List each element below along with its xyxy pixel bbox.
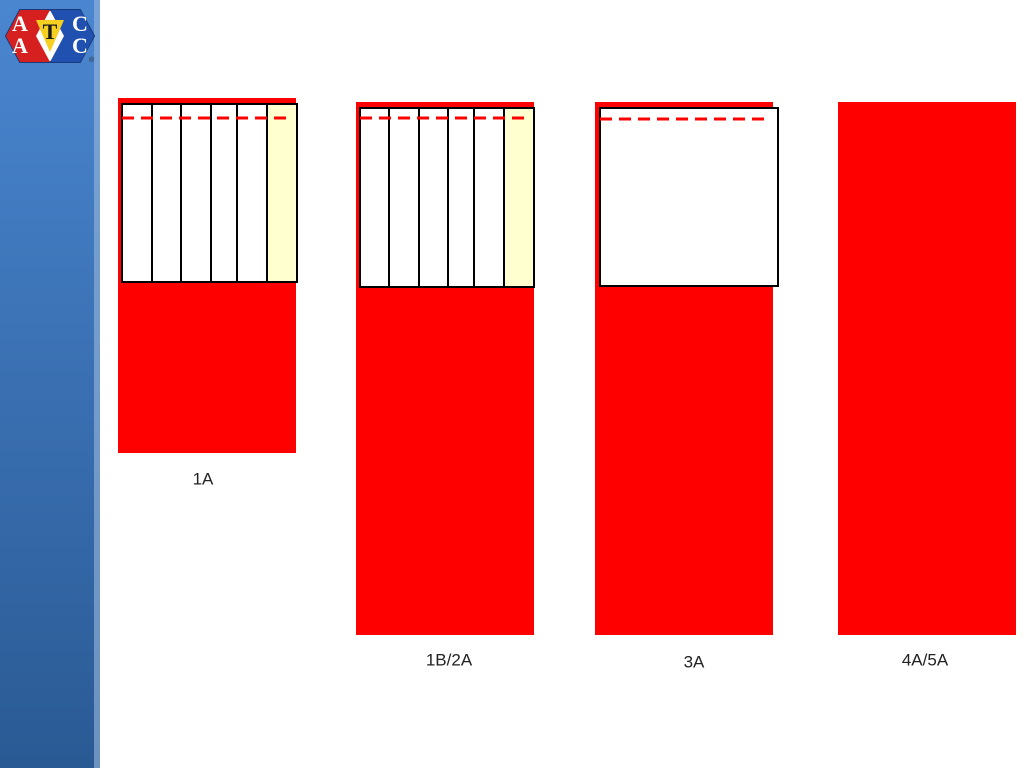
- panel-label: 1A: [193, 469, 214, 488]
- sidebar-edge: [94, 0, 100, 768]
- sidebar: [0, 0, 100, 768]
- registered-mark: ®: [89, 56, 95, 64]
- panel-1b-2a: 1B/2A: [356, 102, 535, 669]
- logo-letter: C: [72, 33, 88, 58]
- logo: A A T C C ®: [4, 9, 96, 64]
- panel-label: 1B/2A: [426, 650, 473, 669]
- logo-letter: C: [72, 11, 88, 36]
- panel-1a: 1A: [118, 98, 298, 488]
- panel-4a-5a: 4A/5A: [838, 102, 1016, 669]
- logo-letter: A: [12, 11, 28, 36]
- panel-3a: 3A: [595, 102, 779, 671]
- panel-label: 3A: [684, 652, 705, 671]
- logo-letter: T: [43, 19, 58, 44]
- panel-label: 4A/5A: [902, 650, 949, 669]
- logo-letter: A: [12, 33, 28, 58]
